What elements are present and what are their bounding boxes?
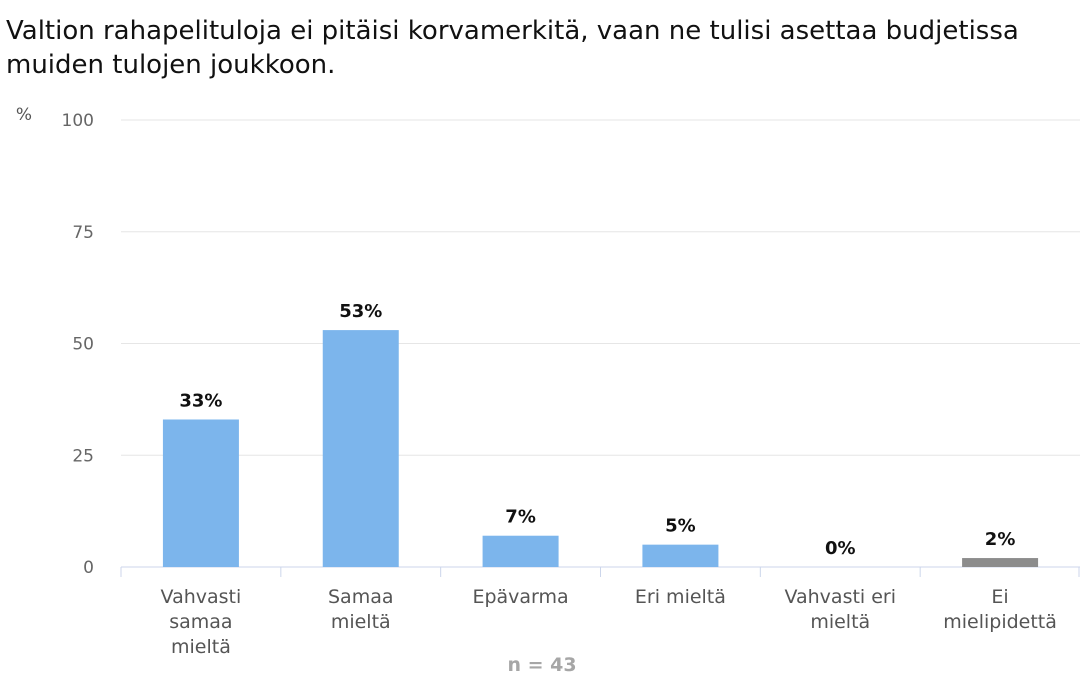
y-tick-label: 25: [72, 446, 94, 466]
axes: 0 25 50 75 100: [62, 111, 1080, 578]
category-label: Vahvasti eri mieltä: [784, 586, 896, 633]
data-label: 33%: [179, 390, 222, 411]
gridlines: [121, 119, 1080, 456]
data-label: 53%: [339, 301, 382, 322]
chart-title: Valtion rahapelituloja ei pitäisi korvam…: [6, 16, 1019, 80]
category-label: Vahvasti samaa mieltä: [161, 586, 242, 658]
bars: [162, 330, 1039, 567]
data-labels: 33% 53% 7% 5% 0% 2%: [179, 301, 1015, 559]
data-label: 5%: [665, 516, 696, 537]
data-label: 2%: [985, 529, 1016, 550]
bar: [482, 535, 559, 567]
y-tick-label: 100: [62, 111, 94, 131]
y-tick-label: 75: [72, 223, 94, 243]
y-tick-label: 0: [83, 558, 94, 578]
category-label: Epävarma: [472, 586, 568, 608]
category-label: Samaa mieltä: [328, 586, 394, 633]
data-label: 0%: [825, 538, 856, 559]
bar: [322, 330, 399, 567]
data-label: 7%: [505, 507, 536, 528]
category-label: Eri mieltä: [635, 586, 726, 608]
y-axis-label: %: [16, 105, 32, 125]
bar: [162, 419, 239, 567]
y-tick-label: 50: [72, 335, 94, 355]
category-labels: Vahvasti samaa mieltä Samaa mieltä Epävarma Er…: [161, 586, 1057, 658]
sample-size-note: n = 43: [507, 654, 576, 675]
category-label: Ei mielipidettä: [943, 586, 1057, 633]
bar: [962, 558, 1039, 567]
bar: [642, 544, 719, 567]
